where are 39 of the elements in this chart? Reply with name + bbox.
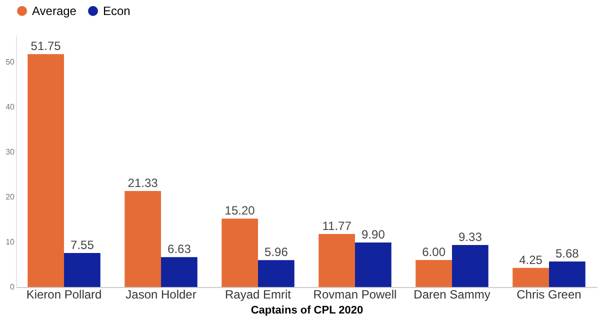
legend-label: Econ — [103, 4, 130, 18]
data-label: 21.33 — [128, 176, 158, 190]
x-axis-title: Captains of CPL 2020 — [250, 304, 364, 316]
data-label: 4.25 — [519, 252, 543, 267]
x-tick-label: Rayad Emrit — [224, 288, 292, 302]
y-tick-label: 0 — [10, 282, 16, 292]
data-label: 5.96 — [264, 245, 288, 260]
data-label: 5.68 — [555, 246, 580, 260]
x-tick-label: Kieron Pollard — [26, 288, 102, 302]
x-tick-label: Jason Holder — [126, 288, 196, 302]
data-label: 9.33 — [458, 230, 482, 244]
bar — [452, 245, 488, 287]
legend-label: Average — [32, 4, 77, 18]
x-tick-label: Daren Sammy — [414, 288, 490, 302]
data-label: 7.55 — [70, 238, 94, 252]
data-label: 9.90 — [362, 227, 386, 242]
y-tick-label: 20 — [6, 192, 16, 202]
bar — [124, 191, 162, 287]
bar — [318, 234, 355, 287]
data-label: 6.63 — [168, 242, 192, 256]
data-label: 6.00 — [422, 245, 446, 259]
data-label: 11.77 — [322, 219, 352, 234]
x-tick-label: Rovman Powell — [313, 288, 397, 302]
bar — [161, 257, 198, 287]
bar — [258, 260, 294, 287]
y-tick-label: 30 — [6, 148, 16, 156]
bar — [64, 253, 100, 287]
y-tick-label: 10 — [6, 238, 16, 246]
bar — [416, 260, 452, 287]
bar — [28, 54, 64, 287]
data-label: 51.75 — [30, 39, 62, 54]
x-tick-label: Chris Green — [516, 288, 582, 302]
y-tick-label: 50 — [6, 58, 16, 66]
bar — [548, 261, 586, 287]
bar — [512, 268, 549, 287]
bar — [354, 242, 392, 287]
data-label: 15.20 — [224, 204, 256, 218]
y-tick-label: 40 — [6, 102, 16, 112]
bar — [222, 218, 258, 287]
